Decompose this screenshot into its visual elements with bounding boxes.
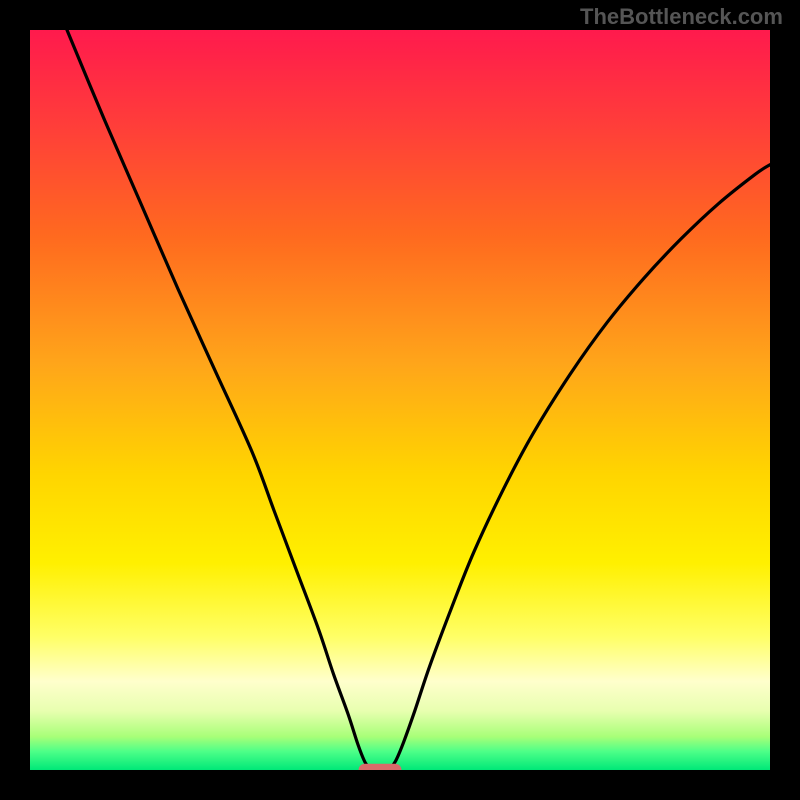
bottleneck-chart-svg bbox=[0, 0, 800, 800]
gradient-background bbox=[30, 30, 770, 770]
watermark-text: TheBottleneck.com bbox=[580, 4, 783, 30]
